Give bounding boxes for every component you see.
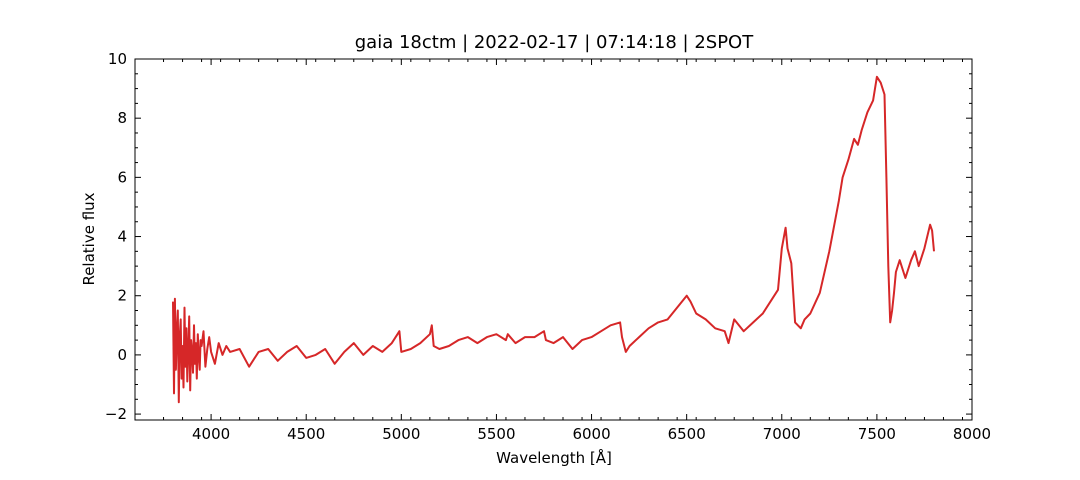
x-tick-label: 6000 bbox=[572, 425, 610, 443]
x-axis-label: Wavelength [Å] bbox=[496, 448, 612, 467]
chart-title: gaia 18ctm | 2022-02-17 | 07:14:18 | 2SP… bbox=[355, 32, 754, 53]
x-tick-label: 4000 bbox=[192, 425, 230, 443]
x-tick-label: 7500 bbox=[858, 425, 896, 443]
x-tick-label: 7000 bbox=[763, 425, 801, 443]
y-tick-label: 8 bbox=[117, 109, 127, 127]
y-axis: −2 0 2 4 6 8 10 bbox=[105, 50, 972, 423]
y-tick-label: 4 bbox=[117, 228, 127, 246]
y-axis-label: Relative flux bbox=[80, 192, 98, 285]
y-tick-label: 2 bbox=[117, 287, 127, 305]
spectrum-line bbox=[172, 75, 935, 404]
x-tick-label: 6500 bbox=[668, 425, 706, 443]
x-tick-label: 5500 bbox=[477, 425, 515, 443]
y-tick-label: 0 bbox=[117, 346, 127, 364]
x-tick-label: 5000 bbox=[382, 425, 420, 443]
plot-frame bbox=[134, 58, 973, 421]
x-tick-label: 8000 bbox=[953, 425, 991, 443]
plot-area bbox=[172, 75, 935, 404]
x-tick-label: 4500 bbox=[287, 425, 325, 443]
y-tick-label: 6 bbox=[117, 168, 127, 186]
x-axis: 4000 4500 5000 5500 6000 6500 7000 7500 8000 bbox=[163, 59, 991, 443]
y-tick-label: −2 bbox=[105, 405, 127, 423]
y-tick-label: 10 bbox=[108, 50, 127, 68]
